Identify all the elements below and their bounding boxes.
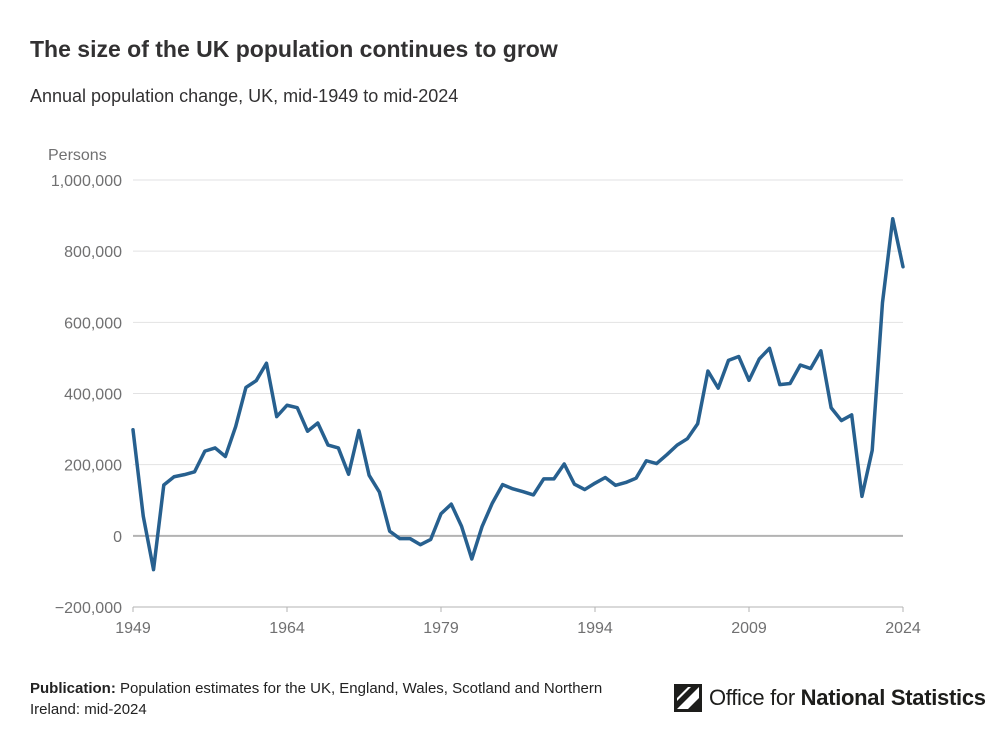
x-axis-ticks: 1949 1964 1979 1994 2009 2024 [115,606,921,637]
publication-label: Publication: [30,680,116,697]
ons-logo-text: Office for National Statistics [709,685,986,711]
chart-subtitle: Annual population change, UK, mid-1949 t… [30,86,459,106]
x-tick-label: 2009 [731,620,767,637]
ons-logo[interactable]: Office for National Statistics [674,683,986,713]
x-tick-label: 1994 [577,620,613,637]
series-line [131,217,905,572]
y-tick-label: 400,000 [64,387,122,404]
y-tick-label: 0 [113,529,122,546]
gridlines [133,179,903,608]
y-axis-label: Persons [48,147,107,164]
publication-note: Publication: Population estimates for th… [30,678,620,720]
y-axis-ticks: 1,000,000 800,000 600,000 400,000 200,000 0 −2… [51,173,122,617]
ons-logo-text-bold: National Statistics [800,685,986,710]
y-tick-label: 200,000 [64,458,122,475]
series-group [131,217,905,572]
x-tick-label: 1949 [115,620,151,637]
y-tick-label: 1,000,000 [51,173,122,190]
ons-logo-icon [674,684,702,712]
y-tick-label: −200,000 [55,600,122,617]
chart-title: The size of the UK population continues … [30,36,558,62]
x-tick-label: 1964 [269,620,305,637]
publication-text: Population estimates for the UK, England… [30,680,603,718]
line-chart: Persons 1,000,000 800,000 600,000 400,000 20… [48,147,921,637]
x-tick-label: 1979 [423,620,459,637]
y-tick-label: 600,000 [64,315,122,332]
x-tick-label: 2024 [885,620,921,637]
ons-logo-text-regular: Office for [709,685,801,710]
y-tick-label: 800,000 [64,244,122,261]
